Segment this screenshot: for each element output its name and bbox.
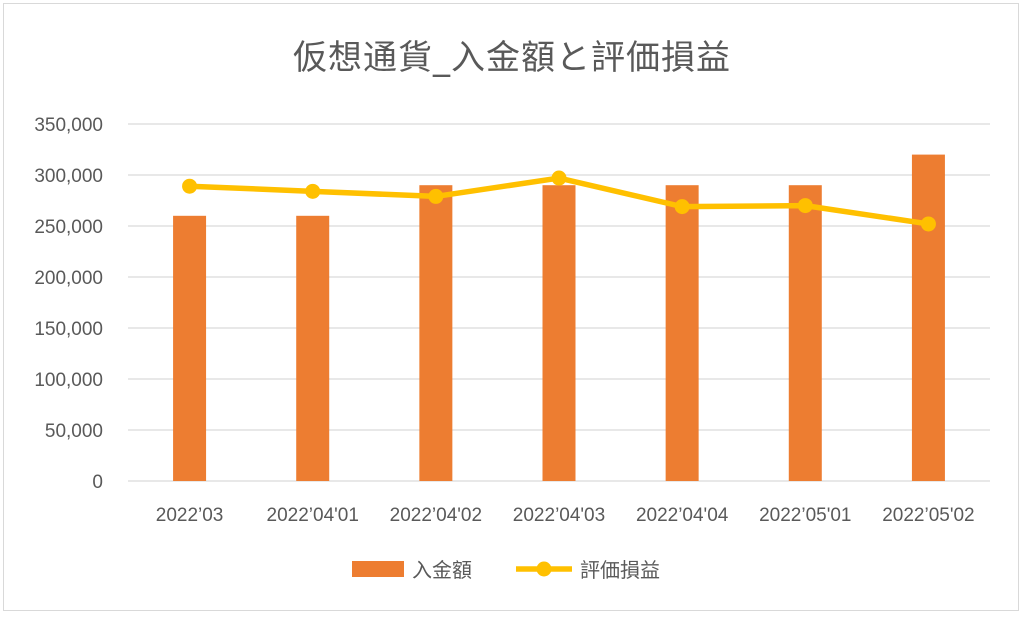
bar xyxy=(173,215,207,482)
y-tick-label: 0 xyxy=(92,472,103,493)
x-tick-label: 2022’05'02 xyxy=(882,505,974,526)
x-tick-label: 2022’04'03 xyxy=(513,505,605,526)
bar-series xyxy=(173,154,945,482)
chart-frame xyxy=(3,3,1019,611)
legend-label-line: 評価損益 xyxy=(580,558,660,582)
line-point xyxy=(428,188,444,204)
x-tick-label: 2022’03 xyxy=(156,505,224,526)
y-tick-label: 250,000 xyxy=(34,217,103,238)
line-point xyxy=(305,183,321,199)
x-tick-label: 2022’04'01 xyxy=(267,505,359,526)
legend-label-bar: 入金額 xyxy=(412,558,472,582)
x-tick-label: 2022’04'04 xyxy=(636,505,729,526)
legend: 入金額 評価損益 xyxy=(352,558,660,582)
legend-swatch-marker xyxy=(536,561,552,577)
line-series xyxy=(182,170,936,232)
bar xyxy=(788,185,822,481)
bar xyxy=(542,185,576,481)
x-axis-tick-labels: 2022’03 2022’04'01 2022’04'02 2022’04'03 202… xyxy=(156,505,975,526)
bar xyxy=(296,215,330,482)
x-tick-label: 2022’04'02 xyxy=(390,505,482,526)
x-tick-label: 2022’05'01 xyxy=(759,505,851,526)
chart-title: 仮想通貨_入金額と評価損益 xyxy=(293,38,731,78)
bar xyxy=(665,185,699,481)
y-tick-label: 200,000 xyxy=(34,268,103,289)
y-tick-label: 350,000 xyxy=(34,115,103,136)
line-point xyxy=(920,216,936,232)
y-tick-label: 50,000 xyxy=(45,421,103,442)
line-point xyxy=(182,178,198,194)
legend-swatch-bar xyxy=(352,561,404,577)
y-tick-label: 300,000 xyxy=(34,166,103,187)
line-point xyxy=(551,170,567,186)
line-point xyxy=(674,199,690,215)
y-tick-label: 150,000 xyxy=(34,319,103,340)
bar xyxy=(911,154,945,481)
bar xyxy=(419,185,453,481)
y-tick-label: 100,000 xyxy=(34,370,103,391)
line-point xyxy=(797,198,813,214)
y-axis-tick-labels: 0 50,000 100,000 150,000 200,000 250,000 300,0… xyxy=(34,115,103,493)
